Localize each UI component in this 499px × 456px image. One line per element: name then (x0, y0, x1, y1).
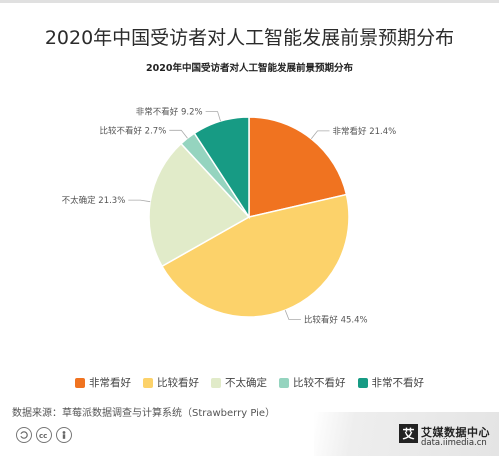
legend-swatch (143, 377, 153, 388)
slice-data-label: 不太确定 21.3% (62, 195, 126, 206)
legend-swatch (211, 377, 221, 388)
slice-data-label: 非常看好 21.4% (333, 126, 397, 137)
pie-slice[interactable] (160, 193, 350, 318)
legend-item[interactable]: 非常看好 (75, 375, 131, 390)
cc-by-icon: cc (36, 427, 52, 443)
legend-label: 非常看好 (89, 377, 131, 389)
iimedia-logo-icon: 艾 (399, 424, 418, 443)
legend-swatch (75, 377, 85, 388)
legend-item[interactable]: 比较不看好 (279, 375, 346, 390)
legend-label: 比较不看好 (293, 377, 346, 389)
page-title: 2020年中国受访者对人工智能发展前景预期分布 (44, 27, 455, 49)
label-leader-line (310, 130, 330, 140)
pie-labels: 非常看好 21.4% 比较看好 45.4% 不太确定 21.3% 比较不看好 2.7%… (62, 107, 397, 326)
pie-slices (148, 116, 350, 318)
pie-slice[interactable] (193, 116, 250, 220)
creative-commons-icon (16, 427, 32, 443)
svg-text:cc: cc (39, 432, 47, 439)
label-leader-line (169, 129, 188, 139)
legend-item[interactable]: 不太确定 (211, 375, 267, 390)
slice-data-label: 比较不看好 2.7% (99, 125, 166, 136)
label-leader-line (284, 310, 301, 320)
legend-label: 比较看好 (157, 377, 199, 389)
top-divider (0, 0, 499, 3)
license-icons: cc (16, 427, 72, 443)
chart-legend: 非常看好 比较看好 不太确定 比较不看好 非常不看好 (0, 375, 499, 390)
legend-swatch (279, 377, 289, 388)
pie-slice[interactable] (148, 142, 251, 268)
legend-item[interactable]: 比较看好 (143, 375, 199, 390)
legend-label: 非常不看好 (371, 377, 425, 389)
chart-title: 2020年中国受访者对人工智能发展前景预期分布 (146, 63, 353, 74)
data-source: 数据来源：草莓派数据调查与计算系统（Strawberry Pie） (12, 408, 276, 419)
slice-data-label: 非常不看好 9.2% (136, 107, 203, 118)
brand-url[interactable]: data.iimedia.cn (421, 438, 487, 448)
label-leader-line (205, 111, 221, 122)
label-leader-line (128, 199, 151, 203)
brand-name: 艾媒数据中心 (421, 426, 490, 439)
legend-label: 不太确定 (225, 377, 267, 389)
legend-item[interactable]: 非常不看好 (357, 375, 425, 390)
attribution-person-icon (56, 427, 72, 443)
slice-data-label: 比较看好 45.4% (304, 315, 368, 326)
legend-swatch (357, 377, 368, 388)
pie-slice[interactable] (248, 116, 348, 218)
